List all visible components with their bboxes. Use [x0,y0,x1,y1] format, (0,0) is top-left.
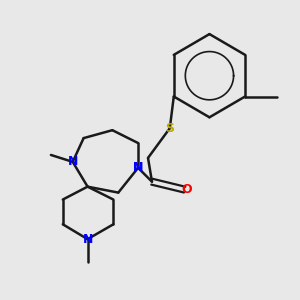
Text: N: N [68,155,78,168]
Text: N: N [133,161,143,174]
Text: S: S [165,122,174,135]
Text: O: O [181,183,192,196]
Text: N: N [82,233,93,246]
Text: N: N [133,161,143,174]
